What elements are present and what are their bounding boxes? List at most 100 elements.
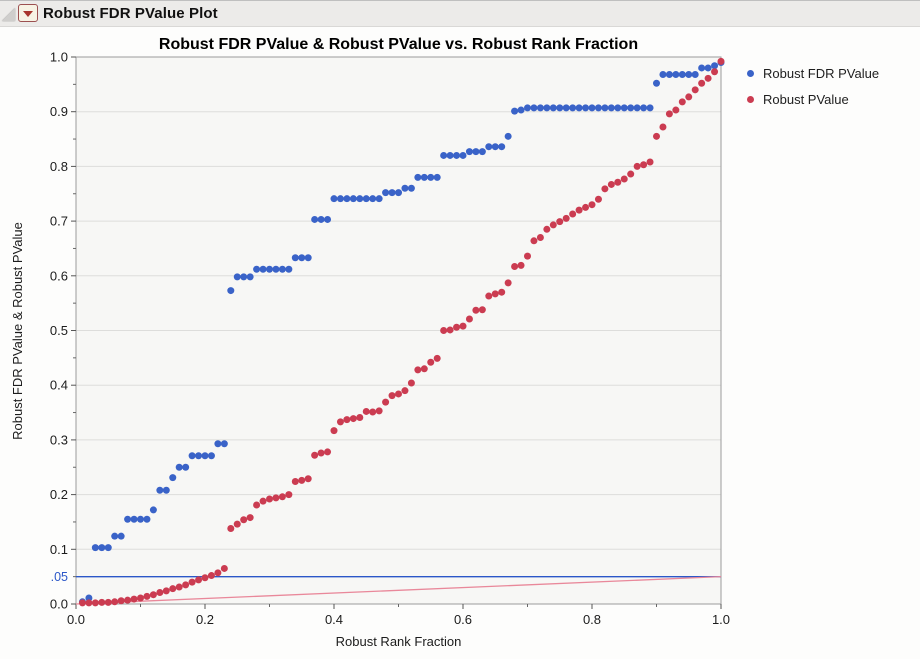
data-point-fdr-pvalue[interactable]: [169, 474, 177, 482]
data-point-pvalue[interactable]: [665, 110, 673, 118]
data-point-pvalue[interactable]: [601, 185, 609, 193]
data-point-fdr-pvalue[interactable]: [266, 265, 273, 273]
data-point-fdr-pvalue[interactable]: [149, 506, 157, 514]
data-point-fdr-pvalue[interactable]: [253, 265, 261, 273]
data-point-pvalue[interactable]: [259, 497, 267, 505]
data-point-pvalue[interactable]: [504, 279, 512, 287]
data-point-fdr-pvalue[interactable]: [453, 151, 461, 159]
data-point-pvalue[interactable]: [207, 572, 215, 580]
data-point-pvalue[interactable]: [253, 501, 261, 509]
data-point-fdr-pvalue[interactable]: [369, 195, 377, 203]
data-point-pvalue[interactable]: [311, 451, 319, 459]
data-point-fdr-pvalue[interactable]: [653, 79, 660, 87]
data-point-pvalue[interactable]: [343, 416, 351, 424]
data-point-fdr-pvalue[interactable]: [536, 104, 544, 112]
red-triangle-menu-button[interactable]: [18, 4, 38, 22]
data-point-fdr-pvalue[interactable]: [704, 64, 712, 72]
data-point-pvalue[interactable]: [401, 387, 409, 395]
data-point-fdr-pvalue[interactable]: [665, 71, 673, 79]
data-point-fdr-pvalue[interactable]: [382, 189, 390, 197]
data-point-pvalue[interactable]: [124, 596, 132, 604]
data-point-pvalue[interactable]: [395, 390, 402, 398]
data-point-pvalue[interactable]: [530, 237, 538, 245]
data-point-fdr-pvalue[interactable]: [440, 151, 448, 159]
data-point-pvalue[interactable]: [717, 57, 725, 65]
data-point-pvalue[interactable]: [440, 327, 448, 334]
data-point-fdr-pvalue[interactable]: [627, 104, 635, 112]
data-point-fdr-pvalue[interactable]: [549, 104, 557, 112]
data-point-fdr-pvalue[interactable]: [524, 104, 531, 112]
data-point-pvalue[interactable]: [111, 598, 119, 606]
data-point-fdr-pvalue[interactable]: [582, 104, 590, 112]
data-point-pvalue[interactable]: [420, 365, 428, 373]
data-point-fdr-pvalue[interactable]: [304, 254, 312, 262]
data-point-fdr-pvalue[interactable]: [517, 106, 525, 114]
data-point-pvalue[interactable]: [491, 290, 499, 298]
data-point-pvalue[interactable]: [382, 398, 390, 406]
data-point-pvalue[interactable]: [685, 93, 693, 101]
data-point-fdr-pvalue[interactable]: [414, 173, 422, 181]
data-point-fdr-pvalue[interactable]: [433, 173, 441, 181]
data-point-pvalue[interactable]: [240, 516, 248, 524]
data-point-fdr-pvalue[interactable]: [698, 64, 706, 72]
data-point-pvalue[interactable]: [336, 418, 344, 426]
data-point-pvalue[interactable]: [298, 476, 306, 484]
data-point-pvalue[interactable]: [453, 323, 461, 331]
data-point-fdr-pvalue[interactable]: [291, 254, 299, 262]
data-point-pvalue[interactable]: [536, 234, 544, 242]
data-point-pvalue[interactable]: [182, 581, 190, 589]
data-point-pvalue[interactable]: [446, 326, 454, 334]
data-point-pvalue[interactable]: [362, 407, 370, 415]
data-point-fdr-pvalue[interactable]: [465, 148, 473, 156]
data-point-fdr-pvalue[interactable]: [162, 486, 170, 494]
data-point-pvalue[interactable]: [188, 578, 196, 586]
data-point-fdr-pvalue[interactable]: [195, 452, 203, 460]
data-point-fdr-pvalue[interactable]: [401, 184, 409, 192]
data-point-pvalue[interactable]: [78, 599, 86, 607]
data-point-pvalue[interactable]: [375, 407, 383, 415]
data-point-pvalue[interactable]: [627, 170, 635, 178]
data-point-pvalue[interactable]: [98, 598, 106, 606]
data-point-pvalue[interactable]: [195, 576, 203, 584]
data-point-pvalue[interactable]: [278, 493, 286, 501]
data-point-fdr-pvalue[interactable]: [349, 195, 357, 203]
data-point-fdr-pvalue[interactable]: [498, 143, 506, 151]
data-point-fdr-pvalue[interactable]: [272, 265, 280, 273]
data-point-pvalue[interactable]: [614, 178, 622, 186]
data-point-pvalue[interactable]: [711, 68, 719, 76]
data-point-pvalue[interactable]: [472, 306, 480, 314]
data-point-fdr-pvalue[interactable]: [336, 195, 344, 203]
data-point-fdr-pvalue[interactable]: [620, 104, 628, 112]
data-point-fdr-pvalue[interactable]: [711, 62, 719, 70]
data-point-fdr-pvalue[interactable]: [233, 273, 241, 281]
data-point-pvalue[interactable]: [162, 587, 170, 595]
data-point-pvalue[interactable]: [285, 491, 293, 499]
data-point-fdr-pvalue[interactable]: [117, 532, 125, 540]
data-point-pvalue[interactable]: [143, 592, 151, 600]
data-point-fdr-pvalue[interactable]: [317, 215, 325, 223]
data-point-fdr-pvalue[interactable]: [343, 195, 351, 203]
data-point-fdr-pvalue[interactable]: [278, 265, 286, 273]
data-point-fdr-pvalue[interactable]: [143, 515, 151, 523]
data-point-fdr-pvalue[interactable]: [240, 273, 248, 281]
data-point-pvalue[interactable]: [266, 495, 273, 503]
data-point-pvalue[interactable]: [594, 195, 602, 203]
legend-item[interactable]: Robust PValue: [747, 86, 879, 112]
data-point-fdr-pvalue[interactable]: [601, 104, 609, 112]
data-point-fdr-pvalue[interactable]: [594, 104, 602, 112]
data-point-pvalue[interactable]: [704, 74, 712, 82]
data-point-pvalue[interactable]: [569, 210, 577, 218]
data-point-fdr-pvalue[interactable]: [104, 544, 112, 552]
data-point-fdr-pvalue[interactable]: [298, 254, 306, 262]
data-point-fdr-pvalue[interactable]: [182, 463, 190, 471]
data-point-fdr-pvalue[interactable]: [491, 143, 499, 151]
data-point-fdr-pvalue[interactable]: [678, 71, 686, 79]
data-point-pvalue[interactable]: [388, 392, 396, 400]
outline-disclosure-triangle-icon[interactable]: [2, 8, 15, 21]
data-point-fdr-pvalue[interactable]: [556, 104, 564, 112]
data-point-pvalue[interactable]: [291, 477, 299, 485]
data-point-pvalue[interactable]: [556, 218, 564, 226]
data-point-fdr-pvalue[interactable]: [511, 107, 519, 115]
data-point-pvalue[interactable]: [414, 366, 422, 374]
data-point-fdr-pvalue[interactable]: [504, 132, 512, 140]
